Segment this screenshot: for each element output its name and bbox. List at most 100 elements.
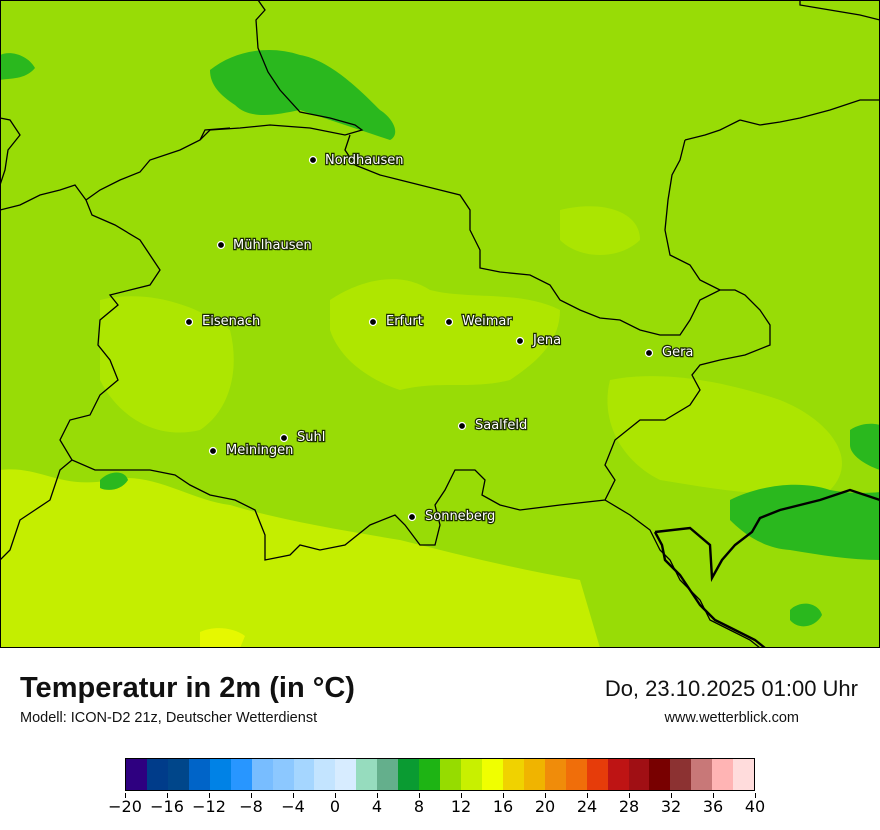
city-label-eisenach: Eisenach	[202, 314, 260, 329]
colorbar-tick	[754, 793, 756, 798]
forecast-datetime: Do, 23.10.2025 01:00 Uhr	[604, 676, 858, 701]
city-muehlhausen: Mühlhausen	[216, 237, 313, 254]
cool-zone-far-east	[850, 423, 880, 470]
colorbar-tick-label: 8	[413, 797, 425, 816]
colorbar-swatch	[126, 759, 147, 790]
cool-zone-north-left	[0, 53, 35, 80]
colorbar-swatch	[628, 759, 650, 790]
colorbar-tick	[292, 793, 294, 798]
colorbar-tick-label: 28	[618, 797, 640, 816]
colorbar-swatch	[356, 759, 378, 790]
colorbar-tick	[502, 793, 504, 798]
city-label-suhl: Suhl	[297, 430, 325, 445]
city-label-nordhausen: Nordhausen	[325, 153, 404, 168]
cool-spot-west	[100, 472, 128, 490]
model-subtitle: Modell: ICON-D2 21z, Deutscher Wetterdie…	[20, 710, 318, 726]
colorbar-tick	[250, 793, 252, 798]
colorbar-swatch	[544, 759, 566, 790]
city-sonneberg: Sonneberg	[407, 508, 497, 525]
colorbar-swatch	[167, 759, 189, 790]
colorbar-tick-label: −8	[239, 797, 263, 816]
colorbar-tick-label: 0	[329, 797, 341, 816]
colorbar-tick-label: −4	[281, 797, 305, 816]
city-saalfeld: Saalfeld	[457, 417, 528, 434]
colorbar-swatch	[188, 759, 210, 790]
colorbar-swatch	[398, 759, 420, 790]
state-border	[0, 0, 880, 649]
city-gera: Gera	[644, 344, 695, 361]
colorbar-tick-label: −20	[108, 797, 142, 816]
colorbar-tick-label: 12	[450, 797, 472, 816]
country-border	[653, 488, 880, 649]
website-link[interactable]: www.wetterblick.com	[664, 710, 799, 726]
warm-zone-west	[100, 296, 234, 433]
warm-zone-northeast	[560, 206, 640, 255]
colorbar-swatch	[481, 759, 503, 790]
colorbar-swatch	[586, 759, 608, 790]
colorbar-tick	[670, 793, 672, 798]
city-label-weimar: Weimar	[462, 314, 512, 329]
colorbar-swatch	[419, 759, 441, 790]
colorbar-tick	[166, 793, 168, 798]
colorbar-swatch	[293, 759, 315, 790]
colorbar-tick-label: 32	[660, 797, 682, 816]
colorbar-swatch	[733, 759, 755, 790]
cool-zone-harz	[210, 50, 396, 140]
colorbar-tick-label: 40	[744, 797, 766, 816]
city-label-erfurt: Erfurt	[386, 314, 423, 329]
colorbar-tick	[628, 793, 630, 798]
colorbar-tick	[460, 793, 462, 798]
colorbar-swatch	[502, 759, 524, 790]
colorbar-swatch	[649, 759, 671, 790]
colorbar-swatch	[691, 759, 713, 790]
map-footer: Temperatur in 2m (in °C) Modell: ICON-D2…	[0, 648, 880, 830]
cool-spot-southeast	[790, 603, 822, 627]
warm-zone-center	[330, 279, 560, 390]
city-label-sonneberg: Sonneberg	[425, 509, 495, 524]
city-label-muehlhausen: Mühlhausen	[233, 238, 312, 253]
city-label-meiningen: Meiningen	[226, 443, 293, 458]
colorbar-swatch	[712, 759, 734, 790]
warm-zone-east	[607, 376, 842, 495]
colorbar-tick-label: −16	[150, 797, 184, 816]
colorbar-swatch	[440, 759, 461, 790]
colorbar-swatch	[335, 759, 357, 790]
colorbar-tick-label: 36	[702, 797, 724, 816]
temperature-map: Nordhausen Mühlhausen Eisenach Erfurt We…	[0, 0, 880, 649]
city-label-saalfeld: Saalfeld	[475, 418, 527, 433]
colorbar-swatch	[251, 759, 273, 790]
colorbar-tick	[544, 793, 546, 798]
cool-zone-east	[730, 484, 880, 560]
colorbar-swatch	[314, 759, 336, 790]
temperature-colorbar	[125, 758, 755, 791]
city-label-jena: Jena	[532, 333, 561, 348]
colorbar-swatch	[607, 759, 629, 790]
city-jena: Jena	[515, 332, 562, 349]
map-title: Temperatur in 2m (in °C)	[20, 672, 355, 704]
city-weimar: Weimar	[444, 313, 514, 330]
colorbar-tick	[124, 793, 126, 798]
colorbar-tick	[376, 793, 378, 798]
colorbar-swatch	[272, 759, 294, 790]
city-erfurt: Erfurt	[368, 313, 424, 330]
city-meiningen: Meiningen	[208, 442, 295, 459]
city-label-gera: Gera	[662, 345, 693, 360]
colorbar-tick	[208, 793, 210, 798]
colorbar-swatch	[523, 759, 545, 790]
colorbar-tick	[334, 793, 336, 798]
city-nordhausen: Nordhausen	[308, 152, 405, 169]
warm-zone-south	[230, 505, 600, 648]
colorbar-tick-label: 20	[534, 797, 556, 816]
colorbar-swatch	[209, 759, 231, 790]
colorbar-swatch	[146, 759, 168, 790]
colorbar-tick	[712, 793, 714, 798]
colorbar-swatch	[377, 759, 399, 790]
colorbar-tick-label: 4	[371, 797, 383, 816]
colorbar-swatch	[670, 759, 692, 790]
city-eisenach: Eisenach	[184, 313, 261, 330]
colorbar-tick	[418, 793, 420, 798]
warm-spot-south	[200, 628, 245, 648]
colorbar-ticks: −20 −16 −12 −8 −4 0 4 8 12 16 20 24 28 32 36 40	[0, 793, 880, 823]
colorbar-tick-label: 16	[492, 797, 514, 816]
city-suhl: Suhl	[279, 429, 327, 446]
